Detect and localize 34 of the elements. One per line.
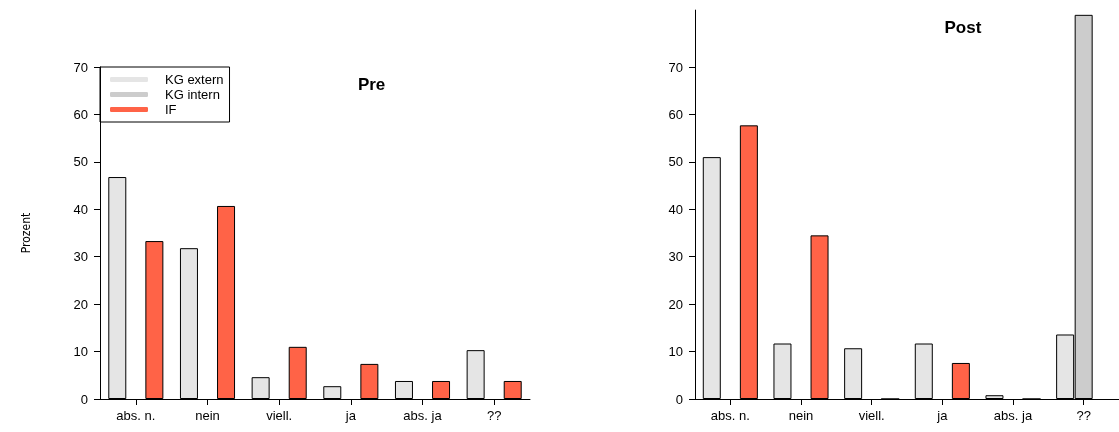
y-tick-label: 60	[668, 106, 683, 122]
x-tick-label: nein	[788, 408, 814, 423]
y-tick-label: 40	[73, 201, 88, 217]
y-tick-label: 60	[73, 106, 88, 122]
y-tick-label: 0	[675, 391, 683, 407]
x-tick-label: abs. n.	[710, 408, 750, 423]
y-tick-label: 70	[668, 59, 683, 75]
y-tick-label: 40	[668, 201, 683, 217]
x-tick-label: ja	[936, 408, 949, 423]
x-tick-label: abs. ja	[993, 408, 1033, 423]
y-tick-label: 70	[73, 59, 88, 75]
x-tick-label: abs. n.	[116, 408, 156, 423]
x-tick-label: abs. ja	[403, 408, 443, 423]
y-tick-label: 0	[80, 391, 88, 407]
text: Pre	[357, 75, 386, 94]
y-tick-label: 30	[73, 249, 88, 265]
legend-label: IF	[165, 102, 177, 117]
text: Post	[944, 18, 982, 38]
x-tick-label: ja	[344, 408, 357, 423]
y-tick-label: 20	[73, 296, 88, 312]
y-tick-label: 30	[668, 249, 683, 265]
y-tick-label: 10	[668, 344, 683, 360]
y-tick-label: 50	[73, 154, 88, 170]
x-tick-label: ??	[1076, 408, 1091, 423]
x-tick-label: viell.	[858, 408, 885, 423]
legend-label: KG intern	[165, 87, 220, 102]
y-tick-label: 10	[73, 344, 88, 360]
y-axis-title: Prozent	[19, 212, 33, 254]
x-tick-label: viell.	[266, 408, 293, 423]
y-tick-label: 20	[668, 296, 683, 312]
legend-label: KG extern	[165, 72, 224, 87]
y-tick-label: 50	[668, 154, 683, 170]
x-tick-label: nein	[195, 408, 220, 423]
x-tick-label: ??	[486, 408, 502, 423]
